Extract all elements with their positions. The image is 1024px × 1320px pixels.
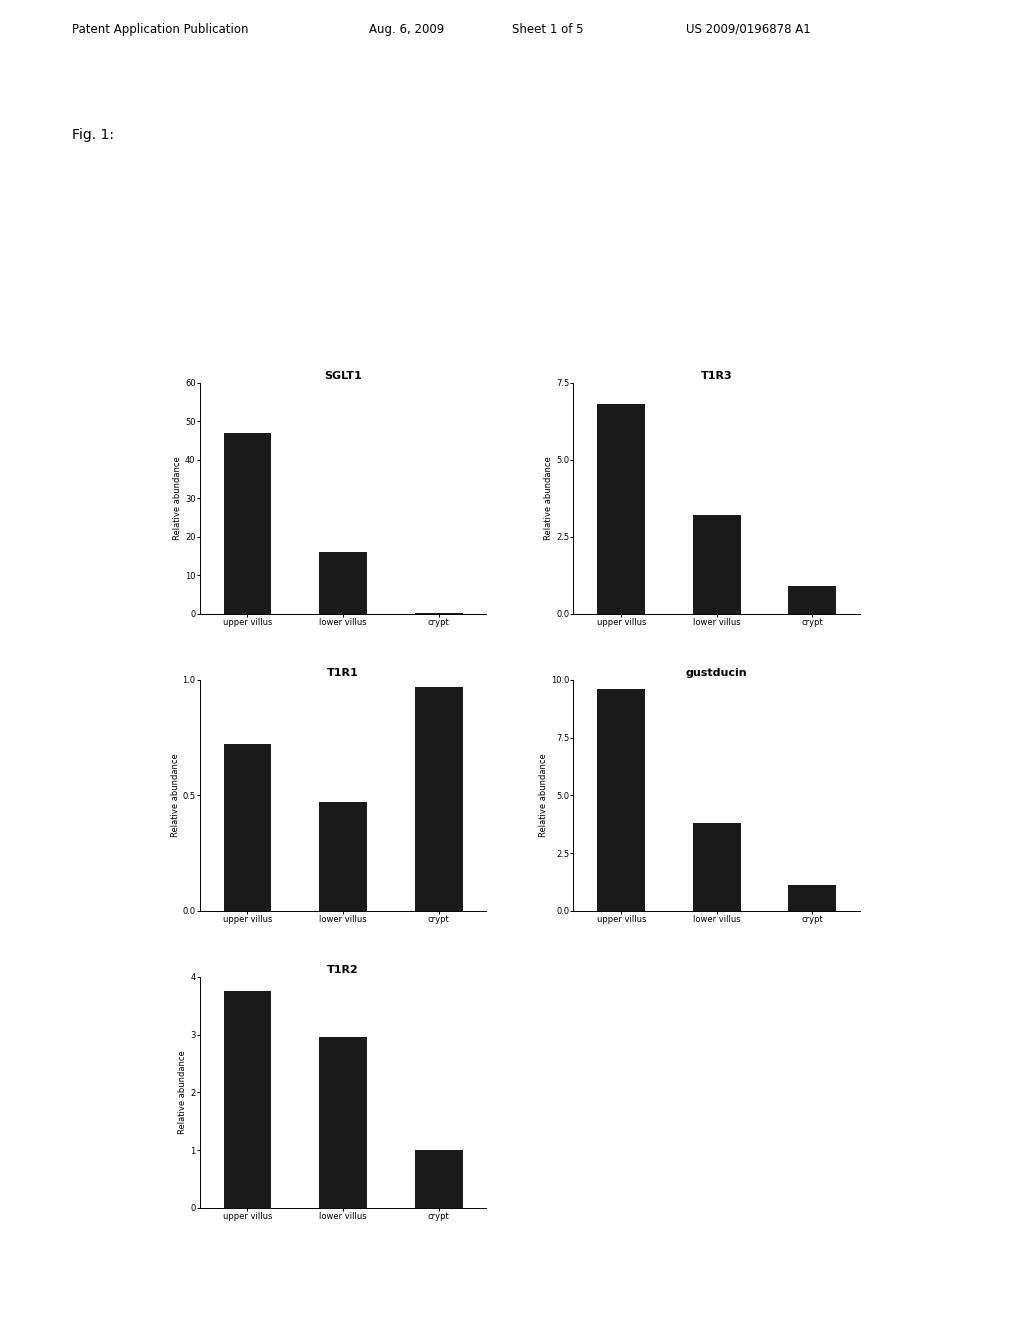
Bar — [223, 433, 271, 614]
Y-axis label: Relative abundance: Relative abundance — [544, 457, 553, 540]
Bar — [788, 886, 837, 911]
Bar — [693, 824, 740, 911]
Bar — [597, 404, 645, 614]
Bar — [319, 1038, 367, 1208]
Y-axis label: Relative abundance: Relative abundance — [539, 754, 548, 837]
Text: Sheet 1 of 5: Sheet 1 of 5 — [512, 22, 584, 36]
Bar — [415, 1150, 463, 1208]
Bar — [223, 744, 271, 911]
Bar — [788, 586, 837, 614]
Bar — [319, 803, 367, 911]
Text: Aug. 6, 2009: Aug. 6, 2009 — [369, 22, 443, 36]
Title: T1R3: T1R3 — [701, 371, 732, 380]
Y-axis label: Relative abundance: Relative abundance — [178, 1051, 187, 1134]
Title: SGLT1: SGLT1 — [325, 371, 361, 380]
Title: gustducin: gustducin — [686, 668, 748, 677]
Text: US 2009/0196878 A1: US 2009/0196878 A1 — [686, 22, 811, 36]
Y-axis label: Relative abundance: Relative abundance — [171, 754, 179, 837]
Text: Patent Application Publication: Patent Application Publication — [72, 22, 248, 36]
Bar — [319, 552, 367, 614]
Title: T1R1: T1R1 — [327, 668, 359, 677]
Title: T1R2: T1R2 — [327, 965, 359, 974]
Bar — [693, 515, 740, 614]
Bar — [223, 991, 271, 1208]
Bar — [415, 686, 463, 911]
Bar — [597, 689, 645, 911]
Text: Fig. 1:: Fig. 1: — [72, 128, 114, 141]
Y-axis label: Relative abundance: Relative abundance — [173, 457, 182, 540]
